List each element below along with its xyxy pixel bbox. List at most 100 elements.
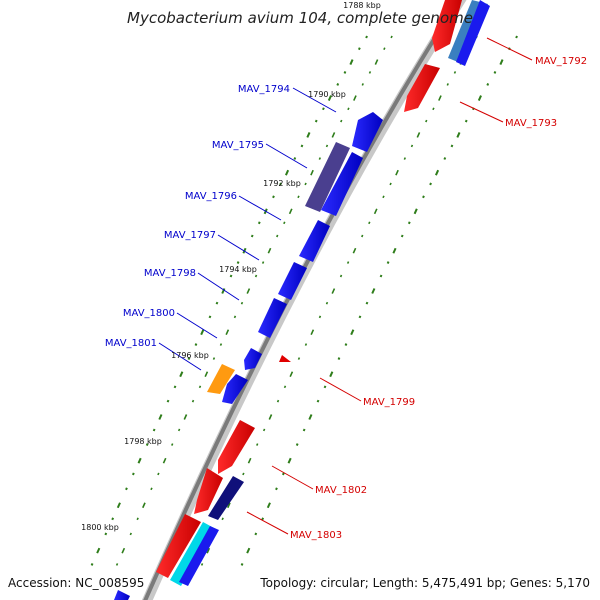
- gc-dot: [493, 71, 497, 74]
- gene-labels: MAV_1792 MAV_1793 MAV_1794 MAV_1795 MAV_1796…: [105, 56, 587, 541]
- gc-dot: [132, 472, 135, 476]
- gc-dot: [325, 144, 329, 148]
- gene-arrow-red-lower[interactable]: [156, 514, 201, 578]
- gc-dot: [358, 47, 361, 51]
- gc-dot: [434, 169, 440, 176]
- callout-line: [486, 37, 533, 61]
- gene-arrow-mav-1802-b[interactable]: [194, 468, 223, 514]
- gc-dot: [261, 517, 265, 521]
- gene-label-mav-1795[interactable]: MAV_1795: [212, 140, 264, 151]
- gene-label-mav-1803[interactable]: MAV_1803: [290, 530, 342, 541]
- gc-dot: [346, 261, 350, 264]
- gc-dot: [308, 414, 313, 420]
- gc-dot: [191, 399, 195, 403]
- gene-label-mav-1793[interactable]: MAV_1793: [505, 118, 557, 129]
- gene-label-mav-1802[interactable]: MAV_1802: [315, 485, 367, 496]
- gene-label-mav-1801[interactable]: MAV_1801: [105, 338, 157, 349]
- callout-line: [246, 511, 289, 535]
- gc-dot: [227, 502, 231, 509]
- gc-dot: [157, 472, 160, 476]
- gene-arrow-mav-1796[interactable]: [321, 152, 363, 216]
- tick-label: 1788 kbp: [343, 1, 381, 10]
- gene-arrow-cyan-lower[interactable]: [170, 522, 214, 586]
- gene-label-mav-1794[interactable]: MAV_1794: [238, 84, 290, 95]
- gc-dot: [300, 144, 304, 148]
- gc-dot: [246, 288, 251, 294]
- gene-label-mav-1792[interactable]: MAV_1792: [535, 56, 587, 67]
- gc-dot: [268, 414, 273, 420]
- gene-arrow-mav-1798[interactable]: [278, 262, 307, 300]
- gene-arrow-blue-bottom[interactable]: [114, 590, 130, 600]
- gene-label-mav-1800[interactable]: MAV_1800: [123, 308, 175, 319]
- gene-label-mav-1799[interactable]: MAV_1799: [363, 397, 415, 408]
- gc-dot: [272, 195, 275, 199]
- gc-dot: [344, 343, 348, 346]
- gc-dot: [219, 343, 223, 346]
- gc-dot: [116, 502, 121, 509]
- gene-arrow-mav-1801[interactable]: [207, 364, 235, 394]
- gc-dot: [204, 371, 209, 377]
- gc-dot: [432, 107, 435, 111]
- gc-dot: [236, 261, 240, 264]
- gc-dot: [353, 95, 357, 101]
- gc-dot: [256, 443, 259, 446]
- gc-dot: [125, 487, 128, 491]
- tick-label: 1800 kbp: [81, 523, 119, 532]
- gc-dot: [171, 443, 174, 446]
- gc-dot: [350, 329, 355, 336]
- callout-line: [176, 312, 218, 339]
- gene-arrow-mav-1795[interactable]: [305, 142, 350, 212]
- gene-arrow-mav-1801-b[interactable]: [222, 374, 248, 404]
- gc-dot: [283, 385, 287, 389]
- callout-line: [265, 143, 308, 169]
- gene-arrow-blue-lower[interactable]: [179, 526, 219, 586]
- gene-arrow-mav-1792[interactable]: [432, 0, 462, 52]
- tick-labels: 1788 kbp 1790 kbp 1792 kbp 1794 kbp 1796 kbp…: [81, 1, 381, 532]
- gc-dot: [515, 35, 518, 39]
- gc-dot: [208, 315, 212, 319]
- gc-dot: [410, 144, 414, 148]
- gc-dot: [352, 247, 357, 254]
- gc-dot: [173, 385, 177, 389]
- gene-arrow-mav-1797[interactable]: [299, 220, 330, 262]
- gc-dot: [297, 195, 300, 199]
- gc-dot: [200, 563, 204, 566]
- gc-dot: [145, 443, 149, 446]
- gc-dot: [365, 35, 368, 39]
- gene-label-mav-1798[interactable]: MAV_1798: [144, 268, 196, 279]
- gene-arrow-mav-1793[interactable]: [404, 64, 440, 112]
- gene-arrow-mav-1802[interactable]: [218, 420, 255, 474]
- callout-line: [459, 101, 504, 123]
- gc-dot: [115, 563, 119, 566]
- gc-dot: [395, 169, 399, 176]
- gc-dot: [166, 399, 170, 403]
- gene-arrow-mav-1803[interactable]: [208, 476, 244, 520]
- map-title: Mycobacterium avium 104, complete genome: [127, 9, 473, 27]
- gc-dot: [310, 329, 315, 335]
- gc-dot: [162, 457, 167, 464]
- gene-label-mav-1797[interactable]: MAV_1797: [164, 230, 216, 241]
- gc-dot: [347, 107, 350, 111]
- gc-dot: [403, 157, 407, 160]
- gc-dot: [297, 357, 301, 360]
- gene-arrow-mav-1792-c[interactable]: [456, 0, 490, 66]
- gc-dot: [371, 288, 376, 294]
- gc-dot: [453, 71, 457, 74]
- gene-arrow-mav-1800[interactable]: [258, 298, 287, 338]
- gc-dot: [331, 288, 336, 294]
- gc-dot: [368, 71, 372, 74]
- gc-dot: [392, 247, 397, 254]
- gene-label-mav-1796[interactable]: MAV_1796: [185, 191, 237, 202]
- gene-arrow-mav-1799[interactable]: [279, 355, 291, 362]
- gc-dot: [194, 343, 198, 346]
- gc-dot: [343, 71, 347, 74]
- gene-arrow-mav-1801-a[interactable]: [244, 348, 262, 370]
- gc-dot: [295, 443, 299, 446]
- gene-arrow-mav-1794[interactable]: [352, 112, 383, 152]
- gc-dot: [336, 83, 340, 86]
- gc-dot: [242, 472, 245, 476]
- gc-dot: [287, 457, 292, 464]
- gc-dot: [282, 472, 285, 476]
- gc-dot: [225, 329, 230, 335]
